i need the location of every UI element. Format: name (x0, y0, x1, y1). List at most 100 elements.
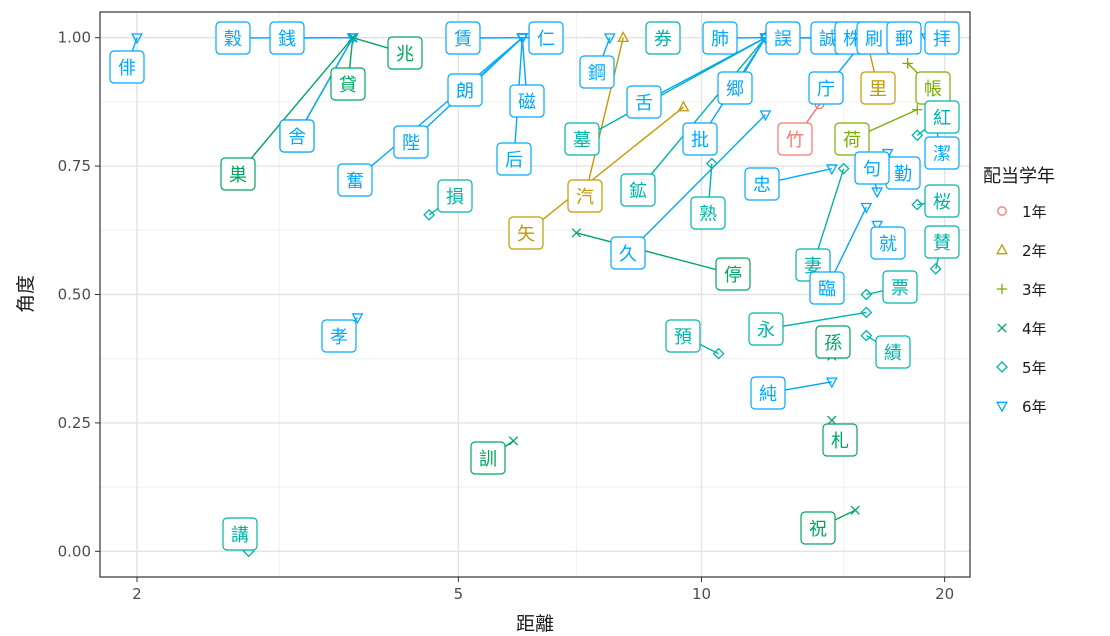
point-label: 賃 (445, 21, 481, 55)
legend-key (996, 361, 1008, 373)
point-label-text: 誤 (774, 29, 792, 50)
data-point (871, 220, 884, 232)
point-label-text: 帳 (924, 79, 942, 100)
point-label-text: 損 (446, 187, 464, 208)
data-point (712, 347, 725, 360)
point-label-box (809, 271, 845, 305)
point-label-box (447, 73, 483, 107)
label-connector (237, 37, 354, 175)
point-label-box (870, 226, 906, 260)
data-point (603, 33, 616, 45)
point-label: 預 (665, 319, 701, 353)
legend-title: 配当学年 (983, 166, 1055, 187)
point-label-box (744, 167, 780, 201)
legend-label: 3年 (1022, 281, 1047, 299)
point-label-box (470, 441, 506, 475)
point-label: 兆 (387, 36, 423, 70)
point-label-text: 票 (891, 278, 909, 299)
data-point (516, 33, 529, 45)
point-label-text: 竹 (786, 130, 804, 151)
label-connector (354, 37, 523, 181)
point-label: 拝 (924, 21, 960, 55)
point-label-box (682, 122, 718, 156)
point-label-text: 刷 (865, 29, 883, 50)
point-label-box (715, 257, 751, 291)
data-point (860, 329, 873, 342)
point-label-text: 停 (724, 265, 742, 286)
point-label-box (924, 184, 960, 218)
data-point (423, 208, 436, 221)
point-label-box (445, 21, 481, 55)
data-point (827, 415, 837, 426)
point-label-text: 誠 (819, 29, 837, 50)
x-axis-title: 距離 (516, 613, 554, 635)
legend-entries: 1年 2年 3年 4年 5年 6年 (996, 203, 1047, 416)
point-label-text: 奮 (346, 171, 364, 192)
x-tick-label: 2 (132, 585, 142, 603)
point-label-text: 訓 (479, 449, 497, 470)
point-label-text: 績 (884, 343, 902, 364)
legend-key (996, 283, 1008, 295)
legend: 配当学年 1年 2年 3年 4年 5年 6年 (983, 166, 1055, 416)
point-label-box (222, 517, 258, 551)
point-label-text: 講 (231, 525, 249, 546)
point-label-text: 賃 (454, 29, 472, 50)
point-label-text: 舎 (288, 127, 306, 148)
point-label-box (854, 151, 890, 185)
x-tick-label: 10 (692, 585, 711, 603)
point-label: 臨 (809, 271, 845, 305)
data-point (825, 377, 838, 389)
y-tick-label: 0.00 (58, 542, 91, 560)
point-label-box (924, 225, 960, 259)
point-label: 永 (748, 312, 784, 346)
point-label-text: 就 (879, 234, 897, 255)
point-label-text: 俳 (118, 58, 136, 79)
point-label-box (220, 157, 256, 191)
point-label-text: 后 (505, 150, 523, 171)
point-label-box (337, 163, 373, 197)
point-label-text: 券 (654, 29, 672, 50)
point-label-box (815, 325, 851, 359)
data-point (131, 33, 143, 45)
point-label-text: 朗 (456, 81, 474, 102)
data-point (850, 505, 860, 515)
point-label: 就 (870, 226, 906, 260)
point-label: 舎 (279, 119, 315, 153)
point-label-box (330, 67, 366, 101)
data-point (617, 31, 630, 43)
point-label-box (496, 142, 532, 176)
data-point (571, 228, 582, 238)
point-label: 里 (860, 71, 896, 105)
point-label-box (702, 21, 738, 55)
point-label: 仁 (528, 21, 564, 55)
y-axis-title: 角度 (15, 275, 37, 313)
point-label-box (564, 122, 600, 156)
label-connector (576, 232, 734, 275)
point-label-box (626, 85, 662, 119)
point-label: 停 (715, 257, 751, 291)
y-tick-label: 0.25 (58, 414, 91, 432)
point-label-text: 郷 (726, 79, 744, 100)
point-label-text: 拝 (933, 29, 951, 50)
data-point (705, 157, 718, 170)
point-label-text: 陛 (402, 133, 420, 154)
point-label-box (437, 179, 473, 213)
legend-label: 2年 (1022, 242, 1047, 260)
y-tick-label: 0.50 (58, 286, 91, 304)
point-label: 績 (875, 335, 911, 369)
label-connector (525, 106, 684, 234)
point-label-text: 紅 (933, 108, 951, 129)
legend-label: 5年 (1022, 359, 1047, 377)
point-label-box (860, 71, 896, 105)
point-label: 巣 (220, 157, 256, 191)
point-label-text: 札 (831, 431, 849, 452)
point-label-text: 郵 (895, 29, 913, 50)
point-label-text: 肺 (711, 29, 729, 50)
point-label: 墓 (564, 122, 600, 156)
point-label: 磁 (509, 84, 545, 118)
point-label: 桜 (924, 184, 960, 218)
point-label: 札 (822, 423, 858, 457)
point-label: 熟 (690, 196, 726, 230)
point-label-text: 鋼 (588, 63, 606, 84)
